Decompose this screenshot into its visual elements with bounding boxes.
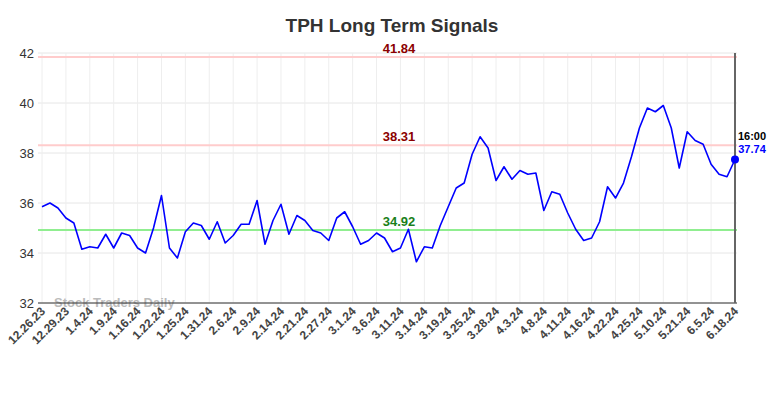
grid-line-x: [567, 53, 568, 303]
grid-line-x: [663, 53, 664, 303]
grid-line: [38, 203, 737, 204]
grid-line-x: [472, 53, 473, 303]
reference-line: [38, 144, 737, 146]
reference-line: [38, 229, 737, 231]
grid-line-x: [591, 53, 592, 303]
x-tick-label: 6.18.24: [703, 304, 741, 342]
grid-line-x: [639, 53, 640, 303]
grid-line-x: [304, 53, 305, 303]
grid-line-x: [711, 53, 712, 303]
grid-line-x: [257, 53, 258, 303]
grid-line: [38, 103, 737, 104]
grid-line-x: [376, 53, 377, 303]
grid-line-x: [328, 53, 329, 303]
grid-line-x: [424, 53, 425, 303]
grid-line-x: [209, 53, 210, 303]
grid-line-x: [89, 53, 90, 303]
x-axis: [38, 303, 737, 304]
grid-line-x: [233, 53, 234, 303]
reference-line: [38, 56, 737, 58]
grid-line-x: [137, 53, 138, 303]
chart: TPH Long Term Signals32343638404212.26.2…: [0, 0, 784, 398]
reference-label: 41.84: [383, 41, 416, 56]
y-tick-label: 42: [20, 46, 34, 61]
y-tick-label: 32: [20, 296, 34, 311]
reference-label: 38.31: [383, 129, 416, 144]
grid-line-x: [280, 53, 281, 303]
last-time-label: 16:00: [738, 130, 766, 142]
price-line: [42, 106, 735, 262]
y-tick-label: 38: [20, 146, 34, 161]
last-point: [731, 156, 739, 164]
grid-line-x: [42, 53, 43, 303]
background: [0, 0, 784, 398]
plot-area: [38, 57, 737, 262]
reference-label: 34.92: [383, 214, 416, 229]
grid-line-x: [185, 53, 186, 303]
grid-line-x: [519, 53, 520, 303]
grid-line-x: [543, 53, 544, 303]
grid-line: [38, 303, 737, 304]
grid-line-x: [113, 53, 114, 303]
y-tick-label: 36: [20, 196, 34, 211]
grid-line-x: [735, 53, 736, 303]
last-value-label: 37.74: [738, 143, 766, 155]
grid-line-x: [400, 53, 401, 303]
last-marker-line: [734, 53, 736, 303]
y-tick-label: 40: [20, 96, 34, 111]
grid-line-x: [448, 53, 449, 303]
grid-line-x: [615, 53, 616, 303]
title: TPH Long Term Signals: [286, 15, 499, 36]
grid-line-x: [161, 53, 162, 303]
y-tick-label: 34: [20, 246, 34, 261]
grid-line-x: [687, 53, 688, 303]
grid-line: [38, 253, 737, 254]
grid-line-x: [65, 53, 66, 303]
grid-line-x: [352, 53, 353, 303]
